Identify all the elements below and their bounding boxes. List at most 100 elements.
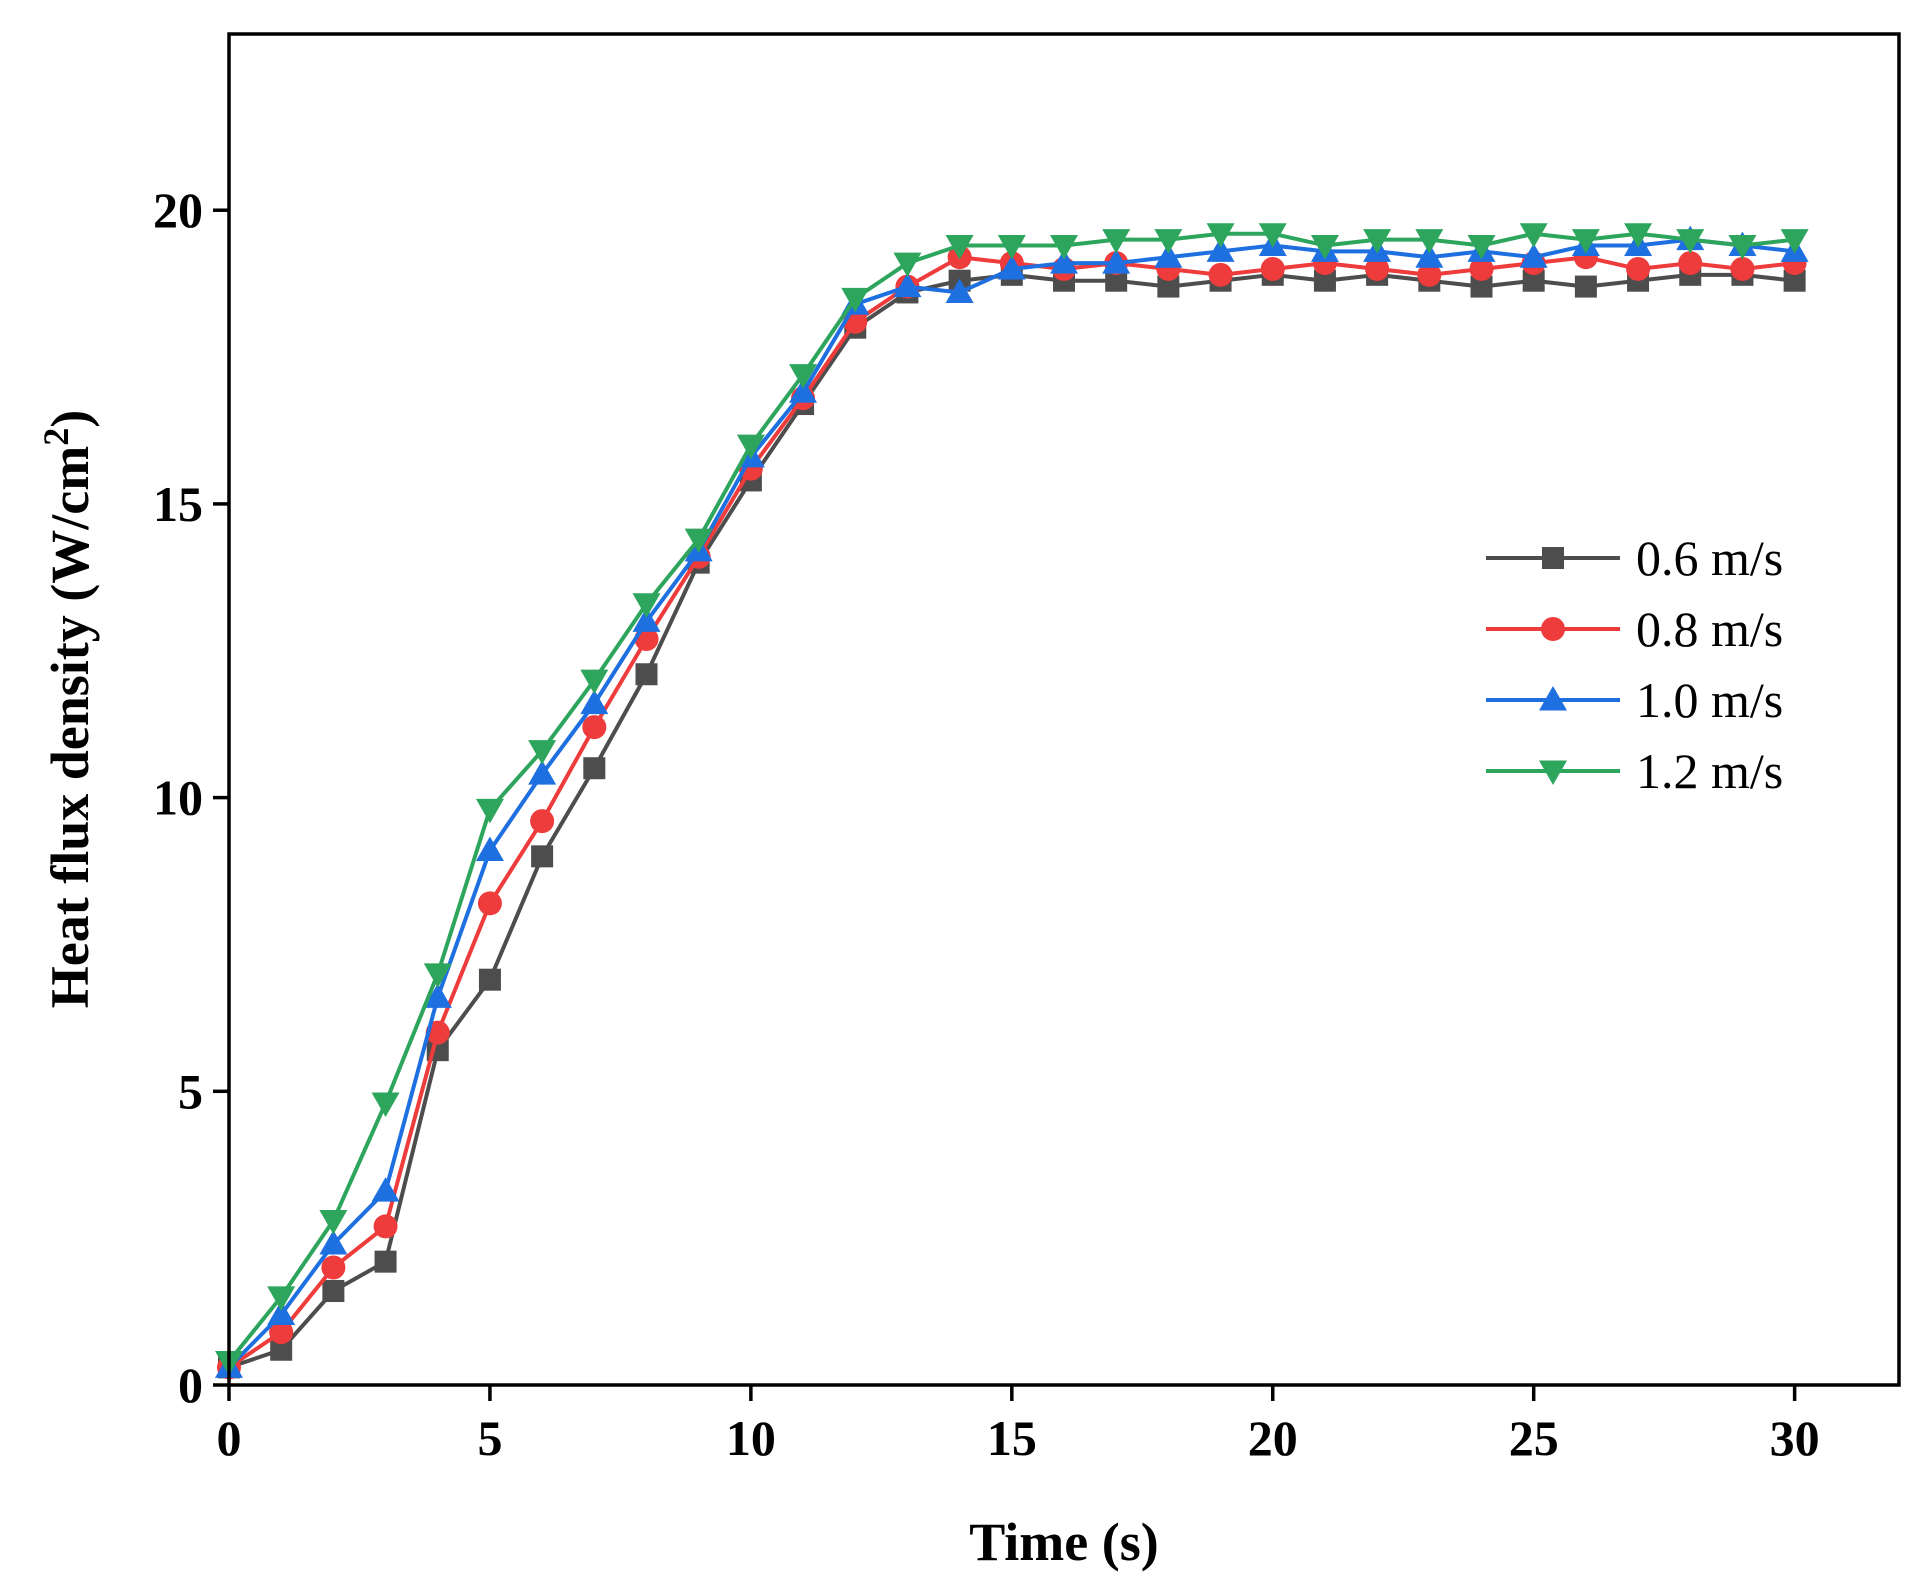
data-point (1363, 229, 1392, 254)
data-point (1154, 229, 1183, 254)
data-point (1469, 256, 1494, 281)
data-point (1417, 262, 1442, 287)
data-point (945, 278, 974, 303)
data-point (267, 1286, 296, 1311)
data-point (1105, 269, 1128, 292)
data-point (528, 740, 557, 765)
y-axis-title-superscript: 2 (36, 428, 76, 446)
data-point (1206, 237, 1235, 262)
data-point (1676, 229, 1705, 254)
legend-swatch-marker (1539, 686, 1567, 711)
legend-entry: 0.8 m/s (1486, 601, 1783, 657)
data-point (1050, 234, 1078, 260)
data-point (582, 715, 607, 740)
data-point (1624, 223, 1653, 248)
x-tick-label-5: 5 (477, 1410, 502, 1466)
data-point (635, 663, 658, 686)
data-point (322, 1280, 345, 1303)
series-layer (215, 223, 1809, 1380)
data-point (583, 757, 606, 780)
data-point (1157, 275, 1180, 298)
data-point (478, 968, 501, 991)
x-tick-label-15: 15 (987, 1410, 1037, 1466)
legend-entry: 0.6 m/s (1486, 530, 1783, 586)
data-point (1415, 229, 1444, 254)
data-point (1571, 229, 1600, 254)
legend-label: 0.8 m/s (1636, 601, 1783, 657)
data-point (1102, 229, 1131, 254)
data-point (580, 689, 609, 715)
data-point (270, 1338, 293, 1361)
data-point (736, 434, 765, 460)
data-point (477, 891, 502, 916)
data-point (1365, 256, 1390, 281)
data-point (1154, 243, 1183, 268)
data-point (684, 528, 713, 554)
data-point (319, 1210, 348, 1235)
data-point (1467, 234, 1496, 260)
x-axis-title: Time (s) (969, 1512, 1158, 1572)
legend-swatch-marker (1539, 760, 1567, 785)
legend: 0.6 m/s 0.8 m/s 1.0 m/s 1.2 m/s (1486, 530, 1783, 799)
data-point (1206, 223, 1235, 248)
y-axis-title-suffix: ) (40, 410, 100, 428)
data-point (1260, 256, 1285, 281)
data-point (475, 798, 504, 824)
data-point (423, 963, 452, 988)
data-point (893, 272, 922, 298)
x-tick-label-20: 20 (1248, 1410, 1298, 1466)
data-point (531, 845, 554, 868)
data-point (1050, 249, 1078, 274)
data-point (632, 607, 661, 632)
data-point (1574, 275, 1597, 298)
x-tick-label-0: 0 (217, 1410, 242, 1466)
data-point (267, 1300, 296, 1326)
tick-layer: 0 5 10 15 20 25 30 0 5 10 15 20 (153, 182, 1820, 1466)
data-point (789, 378, 818, 403)
data-point (1519, 223, 1548, 248)
data-point (371, 1177, 400, 1202)
data-point (319, 1230, 348, 1255)
data-point (1780, 229, 1809, 254)
legend-label: 1.2 m/s (1636, 743, 1783, 799)
data-point (1310, 234, 1339, 260)
data-point (945, 234, 974, 260)
series-1-2-m-s (215, 223, 1809, 1376)
y-axis-title-text: Heat flux density (W/cm (40, 446, 100, 1008)
data-point (374, 1250, 397, 1273)
data-point (1415, 243, 1444, 268)
data-point (1678, 251, 1703, 276)
plot-frame (227, 32, 1901, 1387)
data-point (528, 760, 557, 785)
data-point (1626, 256, 1651, 281)
data-point (789, 364, 818, 389)
data-point (371, 1092, 400, 1118)
y-tick-label-15: 15 (153, 476, 203, 532)
data-point (1728, 234, 1757, 260)
data-point (632, 593, 661, 618)
y-axis-title: Heat flux density (W/cm2) (36, 410, 100, 1008)
data-point (1102, 249, 1131, 274)
data-point (373, 1214, 398, 1239)
data-point (997, 234, 1026, 260)
legend-swatch-marker (1541, 617, 1565, 641)
y-tick-label-5: 5 (178, 1063, 203, 1119)
legend-entry: 1.0 m/s (1486, 672, 1783, 728)
y-tick-label-0: 0 (178, 1357, 203, 1413)
legend-label: 0.6 m/s (1636, 530, 1783, 586)
data-point (1783, 269, 1806, 292)
data-point (1208, 262, 1233, 287)
data-point (321, 1255, 346, 1280)
data-point (1522, 269, 1545, 292)
data-point (1470, 275, 1493, 298)
data-point (423, 983, 452, 1008)
data-point (841, 287, 870, 313)
data-point (1730, 256, 1755, 281)
x-tick-label-10: 10 (726, 1410, 776, 1466)
y-tick-label-10: 10 (153, 770, 203, 826)
data-point (475, 836, 504, 861)
data-point (269, 1320, 294, 1345)
legend-entry: 1.2 m/s (1486, 743, 1783, 799)
data-point (1519, 243, 1548, 268)
